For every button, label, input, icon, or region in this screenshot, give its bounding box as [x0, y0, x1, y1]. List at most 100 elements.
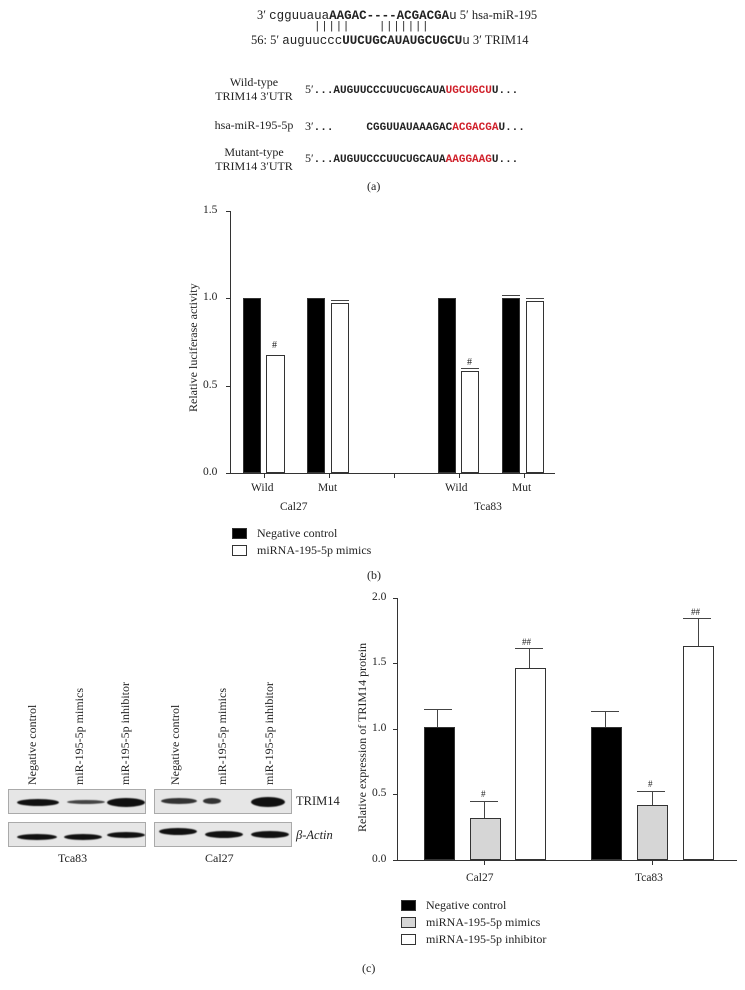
legend-label-mimics: miRNA-195-5p mimics: [426, 915, 541, 929]
duplex-pairing-marks: ||||| |||||||: [278, 21, 430, 33]
y-axis-line: [230, 211, 231, 474]
band: [203, 798, 221, 804]
x-tick: [264, 474, 265, 478]
legend-swatch-mimics: [232, 545, 247, 556]
blot-group-label-cal27: Cal27: [205, 851, 234, 865]
y-tick-label: 1.5: [372, 656, 387, 668]
error-bar: [437, 709, 438, 727]
x-tick-label: Tca83: [635, 872, 663, 884]
error-bar: [461, 368, 479, 369]
y-tick-label: 0.5: [372, 787, 387, 799]
seq-end-label: 5′: [305, 82, 314, 96]
duplex-target-lower: auguuccc: [282, 34, 343, 48]
seq-suffix: U...: [491, 154, 519, 166]
lane-label: Negative control: [25, 704, 39, 785]
seq-end-label: 5′: [305, 151, 314, 165]
legend-label-negative-control: Negative control: [426, 898, 507, 912]
bar-tca83-wild-negative-control: [438, 298, 456, 473]
y-tick: [393, 794, 397, 795]
significance-marker: ##: [691, 607, 700, 617]
seq-mutant-type: 5′...AUGUUCCCUUCUGCAUAAAGGAAGU...: [305, 151, 518, 166]
label-mutant-type-line2: TRIM14 3′UTR: [215, 159, 293, 173]
bar-tca83-inhibitor: [683, 646, 714, 860]
y-tick-label: 1.0: [372, 722, 387, 734]
x-axis-line: [230, 473, 555, 474]
lane-label: miR-195-5p inhibitor: [118, 682, 132, 785]
band: [251, 797, 285, 807]
error-bar: [529, 648, 530, 669]
x-tick: [394, 474, 395, 478]
caption-a: (a): [367, 179, 381, 193]
y-tick-label: 0.0: [203, 466, 218, 478]
band: [251, 831, 289, 838]
label-mirna: hsa-miR-195-5p: [205, 118, 303, 132]
bar-cal27-mut-mimics: [331, 303, 349, 473]
band: [17, 834, 57, 840]
band: [159, 828, 197, 835]
duplex-target-line: 56: 5′ auguucccUUCUGCAUAUGCUGCUu 3′ TRIM…: [251, 33, 529, 48]
duplex-target-tail: u: [462, 34, 470, 48]
seq-suffix: U...: [498, 122, 525, 134]
x-tick-label: Wild: [445, 482, 468, 494]
seq-highlight: ACGACGA: [452, 122, 499, 134]
legend-swatch-mimics: [401, 917, 416, 928]
y-tick: [393, 729, 397, 730]
row-label-trim14: TRIM14: [296, 794, 340, 808]
error-bar: [605, 711, 606, 727]
label-wild-type-line1: Wild-type: [229, 75, 279, 89]
seq-prefix: ... CGGUUAUAAAGAC: [313, 122, 453, 134]
label-mirna-line1: hsa-miR-195-5p: [214, 118, 294, 132]
seq-suffix: U...: [491, 85, 519, 97]
error-bar-cap: [470, 801, 498, 802]
label-mutant-type: Mutant-type TRIM14 3′UTR: [210, 145, 298, 173]
group-label-tca83: Tca83: [474, 501, 502, 513]
legend-label-inhibitor: miRNA-195-5p inhibitor: [426, 932, 547, 946]
y-tick: [226, 298, 230, 299]
x-tick: [329, 474, 330, 478]
seq-mirna: 3′... CGGUUAUAAAGACACGACGAU...: [305, 119, 525, 134]
legend-swatch-negative-control: [232, 528, 247, 539]
significance-marker: ##: [522, 637, 531, 647]
blot-tca83-actin: [8, 822, 146, 847]
legend-swatch-inhibitor: [401, 934, 416, 945]
band: [67, 800, 105, 804]
significance-marker: #: [467, 357, 472, 368]
error-bar-cap: [424, 709, 452, 710]
seq-highlight: UGCUGCU: [445, 85, 492, 97]
blot-cal27-actin: [154, 822, 292, 847]
duplex-target-name: 3′ TRIM14: [469, 33, 529, 47]
x-tick: [524, 474, 525, 478]
error-bar: [331, 300, 349, 301]
error-bar-cap: [515, 648, 543, 649]
error-bar: [484, 801, 485, 819]
lane-label: miR-195-5p inhibitor: [262, 682, 276, 785]
legend-label-negative-control: Negative control: [257, 526, 338, 540]
x-tick-label: Cal27: [466, 872, 494, 884]
error-bar-cap: [683, 618, 711, 619]
y-tick: [226, 386, 230, 387]
caption-b: (b): [367, 568, 381, 582]
y-tick-label: 0.0: [372, 853, 387, 865]
duplex-target-upper: UUCUGCAUAUGCUGCU: [342, 34, 463, 48]
duplex-mirna-lower: cgguuaua: [269, 9, 330, 23]
band: [205, 831, 243, 838]
x-tick-label: Mut: [318, 482, 338, 494]
duplex-mirna-name: 5′ hsa-miR-195: [456, 8, 538, 22]
duplex-mirna-upper: AAGAC----ACGACGA: [329, 9, 450, 23]
band: [64, 834, 102, 840]
blot-tca83-trim14: [8, 789, 146, 814]
y-tick-label: 1.0: [203, 291, 218, 303]
y-tick: [226, 473, 230, 474]
duplex-mirna-line: 3′ cgguuauaAAGAC----ACGACGAu 5′ hsa-miR-…: [257, 8, 537, 23]
y-axis-label: Relative expression of TRIM14 protein: [355, 642, 369, 832]
blot-group-label-tca83: Tca83: [58, 851, 88, 865]
band: [17, 799, 59, 806]
legend-label-mimics: miRNA-195-5p mimics: [257, 543, 372, 557]
bar-cal27-wild-mimics: [266, 355, 285, 473]
bar-cal27-wild-negative-control: [243, 298, 261, 473]
error-bar-cap: [591, 711, 619, 712]
bar-tca83-wild-mimics: [461, 371, 479, 473]
y-tick: [393, 860, 397, 861]
duplex-mirna-tail: u: [449, 9, 457, 23]
band: [107, 832, 145, 838]
